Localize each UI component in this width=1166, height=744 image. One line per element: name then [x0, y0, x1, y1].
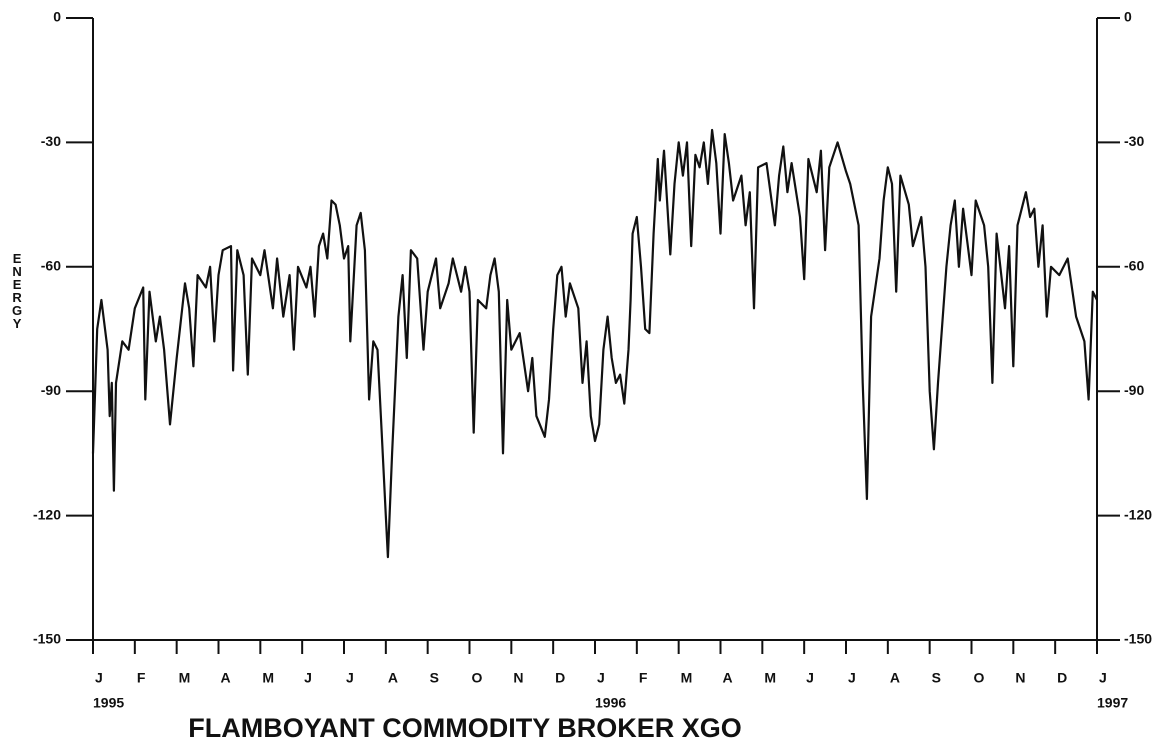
x-tick-label: A — [221, 670, 231, 686]
x-tick-label: S — [932, 670, 941, 686]
year-label: 1997 — [1097, 695, 1128, 711]
y-tick-label: -120 — [33, 506, 61, 522]
x-tick-label: D — [555, 670, 565, 686]
y-tick-label: -150 — [33, 631, 61, 647]
x-tick-label: J — [1099, 670, 1107, 686]
x-tick-label: F — [137, 670, 146, 686]
y2-tick-label: -120 — [1124, 506, 1152, 522]
x-tick-label: A — [723, 670, 733, 686]
y2-tick-label: -90 — [1124, 382, 1144, 398]
x-tick-label: J — [597, 670, 605, 686]
y-tick-label: -90 — [41, 382, 61, 398]
x-tick-label: N — [513, 670, 523, 686]
x-tick-label: J — [806, 670, 814, 686]
y2-tick-label: 0 — [1124, 9, 1132, 25]
x-tick-label: O — [974, 670, 985, 686]
y-tick-label: -30 — [41, 133, 61, 149]
x-tick-label: O — [472, 670, 483, 686]
chart-title: FLAMBOYANT COMMODITY BROKER XGO — [188, 713, 742, 743]
x-tick-label: M — [262, 670, 274, 686]
energy-line — [91, 128, 1098, 559]
y2-tick-label: -60 — [1124, 258, 1144, 274]
year-label: 1996 — [595, 695, 626, 711]
x-tick-label: A — [890, 670, 900, 686]
y-axis-label: ENERGY — [10, 251, 25, 329]
x-tick-label: N — [1015, 670, 1025, 686]
x-tick-label: J — [346, 670, 354, 686]
x-tick-label: M — [179, 670, 191, 686]
year-label: 1995 — [93, 695, 124, 711]
y2-tick-label: -30 — [1124, 133, 1144, 149]
x-tick-label: S — [430, 670, 439, 686]
x-tick-label: A — [388, 670, 398, 686]
y-tick-label: 0 — [53, 9, 61, 25]
x-tick-label: F — [639, 670, 648, 686]
x-tick-label: J — [848, 670, 856, 686]
y2-tick-label: -150 — [1124, 631, 1152, 647]
x-tick-label: J — [95, 670, 103, 686]
x-tick-label: M — [681, 670, 693, 686]
x-tick-label: M — [764, 670, 776, 686]
x-tick-label: D — [1057, 670, 1067, 686]
x-tick-label: J — [304, 670, 312, 686]
y-tick-label: -60 — [41, 258, 61, 274]
